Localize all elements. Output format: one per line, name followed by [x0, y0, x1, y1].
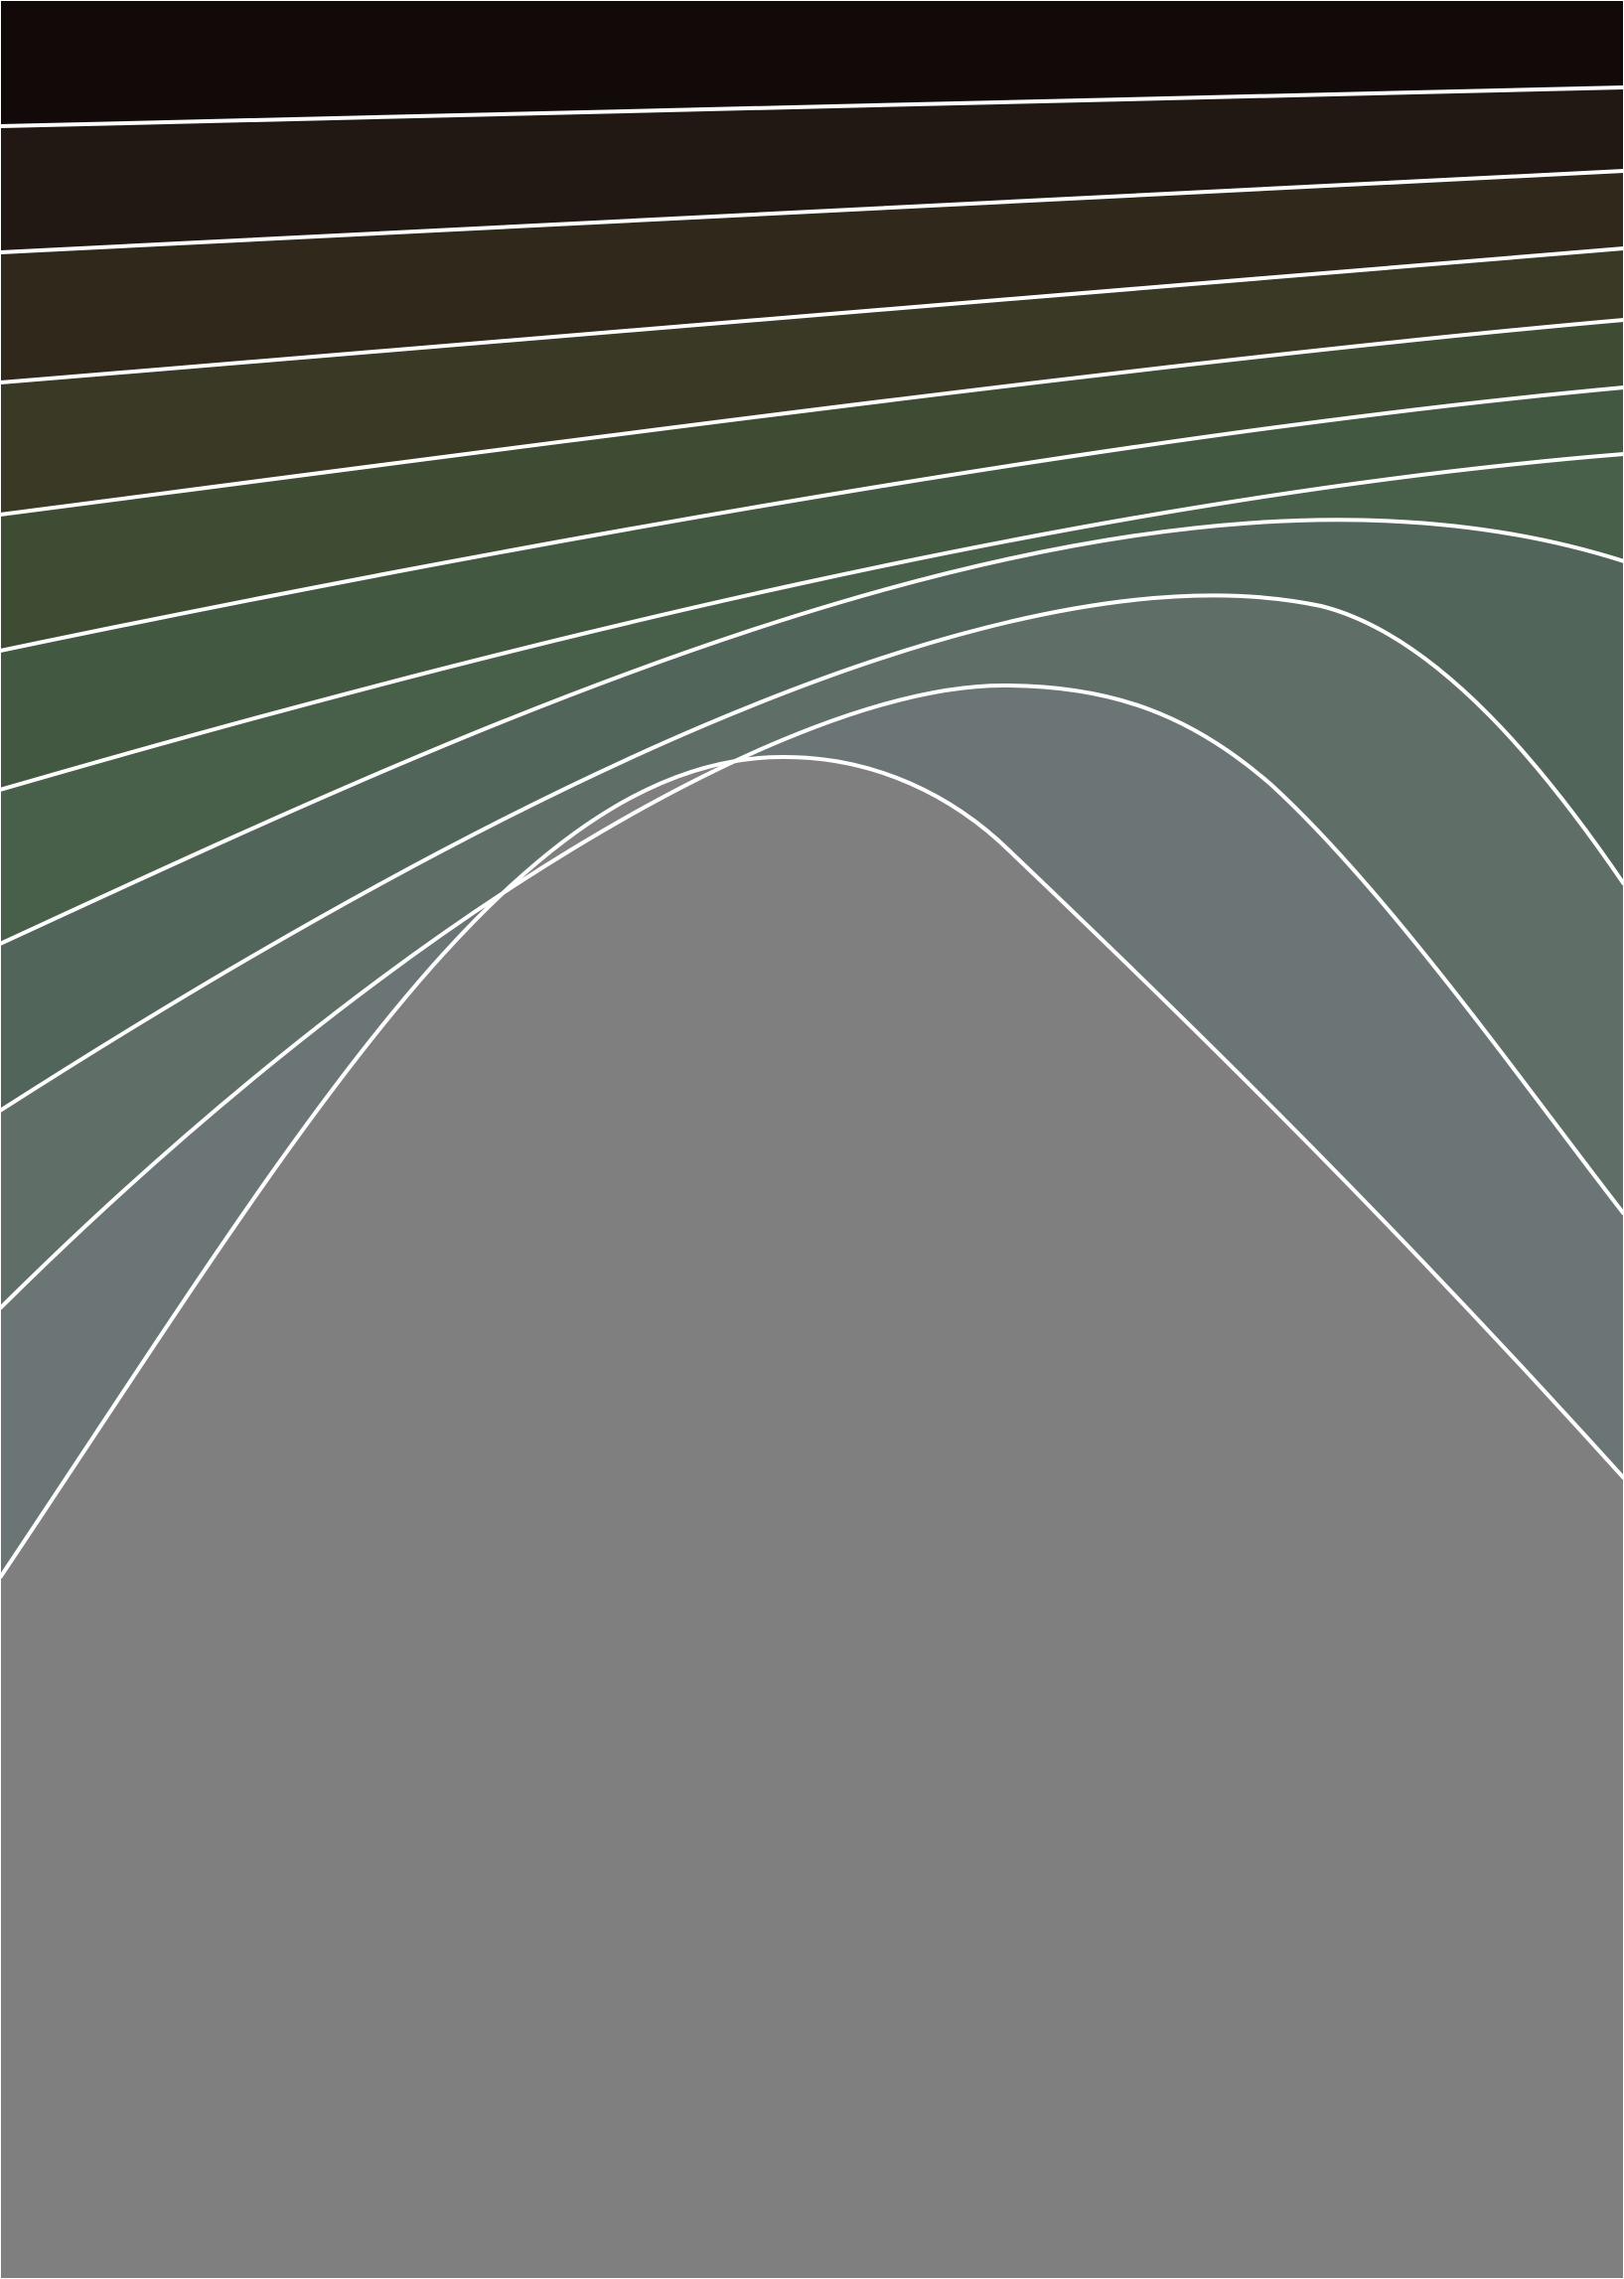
contour-line-10	[0, 754, 1624, 1580]
contour-line-5	[0, 385, 1624, 653]
contour-line-8	[0, 593, 1624, 1113]
layer-11	[0, 756, 1624, 2279]
contour-line-4	[0, 318, 1624, 517]
contour-line-9	[0, 683, 1624, 1310]
contour-line-2	[0, 169, 1624, 254]
contour-line-3	[0, 246, 1624, 384]
contour-line-6	[0, 452, 1624, 792]
contour-line-7	[0, 518, 1624, 946]
